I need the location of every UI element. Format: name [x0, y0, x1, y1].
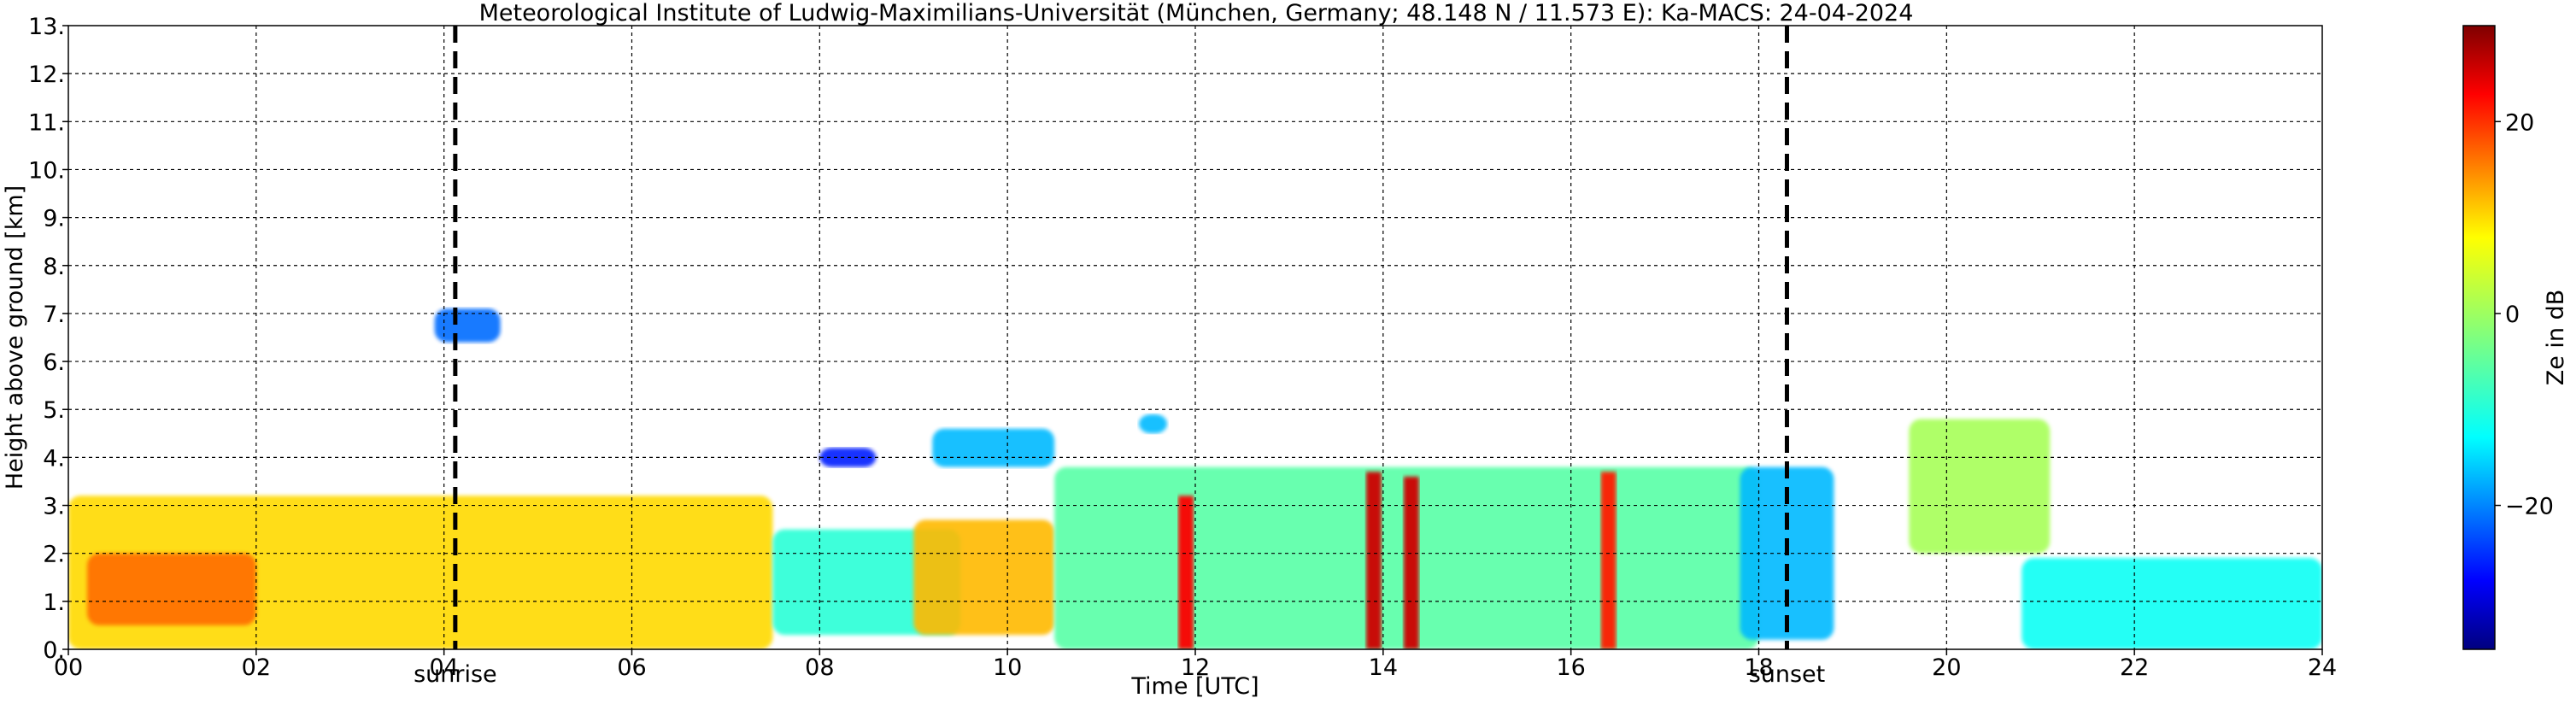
- y-tick-label-7: 7.: [43, 302, 65, 328]
- y-tick-label-6: 6.: [43, 349, 65, 376]
- sunrise-label: sunrise: [414, 661, 497, 688]
- x-tick-label-3: 06: [617, 654, 646, 681]
- colorbar-ticks: 20 0 −20: [2495, 109, 2554, 520]
- convective-cell-1: [1365, 472, 1382, 649]
- y-tick-label-12: 12.: [28, 62, 65, 88]
- echo-region-3: [913, 519, 1055, 636]
- y-tick-label-4: 4.: [43, 445, 65, 472]
- x-tick-label-0: 00: [54, 654, 83, 681]
- echo-region-10: [1909, 419, 2051, 554]
- y-tick-label-5: 5.: [43, 397, 65, 424]
- echo-region-1: [86, 553, 256, 625]
- sunset-label: sunset: [1749, 661, 1826, 688]
- x-tick-label-4: 08: [805, 654, 834, 681]
- convective-cell-3: [1600, 472, 1617, 649]
- y-axis-label: Height above ground [km]: [2, 185, 28, 490]
- gridlines: [68, 26, 2322, 649]
- echo-region-11: [2021, 558, 2322, 649]
- colorbar-tick-label-1: 0: [2505, 302, 2520, 328]
- y-tick-label-9: 9.: [43, 206, 65, 232]
- colorbar: 20 0 −20 Ze in dB: [2462, 25, 2569, 650]
- convective-cell-2: [1403, 476, 1419, 649]
- chart-title: Meteorological Institute of Ludwig-Maxim…: [479, 0, 1914, 26]
- y-tick-label-10: 10.: [28, 157, 65, 184]
- y-axis-ticks: 0. 1. 2. 3. 4. 5. 6. 7. 8. 9. 10. 11. 12. 13.: [28, 14, 68, 664]
- y-tick-label-3: 3.: [43, 494, 65, 520]
- x-tick-label-11: 22: [2120, 654, 2149, 681]
- x-tick-label-8: 16: [1556, 654, 1585, 681]
- convective-cell-0: [1178, 496, 1194, 649]
- x-axis-label: Time [UTC]: [1130, 673, 1259, 700]
- echo-region-8: [434, 308, 501, 343]
- x-tick-label-6: 12: [1181, 654, 1210, 681]
- x-axis-ticks: 00 02 04 06 08 10 12 14 16 18 20 22 24: [54, 649, 2337, 681]
- y-tick-label-0: 0.: [43, 637, 65, 664]
- x-tick-label-1: 02: [242, 654, 271, 681]
- x-tick-label-2: 04: [429, 654, 458, 681]
- y-tick-label-8: 8.: [43, 254, 65, 280]
- x-tick-label-12: 24: [2308, 654, 2337, 681]
- colorbar-tick-label-2: −20: [2505, 494, 2554, 520]
- y-tick-label-13: 13.: [28, 14, 65, 40]
- echo-region-6: [932, 428, 1055, 467]
- sun-annotations: sunrise sunset: [414, 26, 1825, 688]
- y-tick-label-11: 11.: [28, 109, 65, 136]
- x-tick-label-7: 14: [1369, 654, 1398, 681]
- echo-region-7: [1139, 414, 1168, 434]
- x-tick-label-9: 18: [1744, 654, 1773, 681]
- x-tick-label-10: 20: [1932, 654, 1961, 681]
- y-tick-label-1: 1.: [43, 590, 65, 616]
- y-tick-label-2: 2.: [43, 542, 65, 568]
- colorbar-gradient: [2462, 25, 2496, 650]
- x-tick-label-5: 10: [993, 654, 1022, 681]
- colorbar-label: Ze in dB: [2543, 290, 2569, 386]
- colorbar-tick-label-0: 20: [2505, 109, 2534, 136]
